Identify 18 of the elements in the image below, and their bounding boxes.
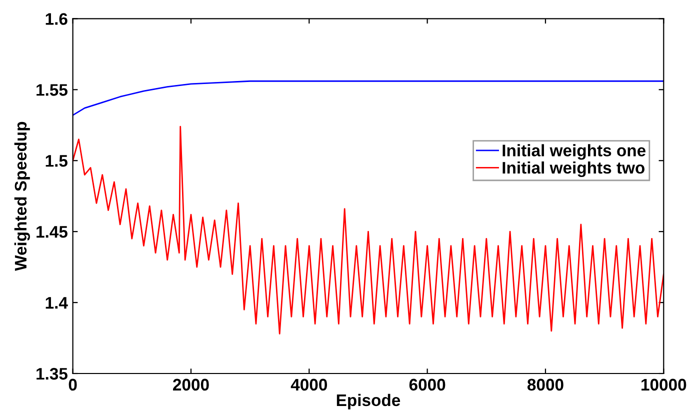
x-tick-label: 2000 (173, 378, 209, 391)
x-axis-title: Episode (336, 394, 400, 410)
legend-label: Initial weights one (502, 144, 646, 160)
line-series (72, 126, 664, 334)
y-tick-label: 1.6 (46, 13, 68, 25)
x-tick-label: 6000 (409, 378, 446, 391)
y-tick-label: 1.35 (36, 368, 68, 380)
y-tick-label: 1.5 (46, 155, 68, 167)
x-tick-label: 8000 (527, 378, 564, 391)
y-tick-label: 1.45 (36, 226, 68, 238)
x-tick-label: 4000 (290, 378, 328, 391)
x-tick-label: 10000 (642, 378, 686, 391)
y-tick-label: 1.55 (36, 84, 68, 96)
x-tick-label: 0 (68, 378, 77, 391)
legend-label: Initial weights two (502, 161, 644, 178)
y-axis-title: Weighted Speedup (14, 122, 30, 271)
line-series (72, 80, 664, 116)
y-tick-label: 1.4 (46, 297, 68, 309)
